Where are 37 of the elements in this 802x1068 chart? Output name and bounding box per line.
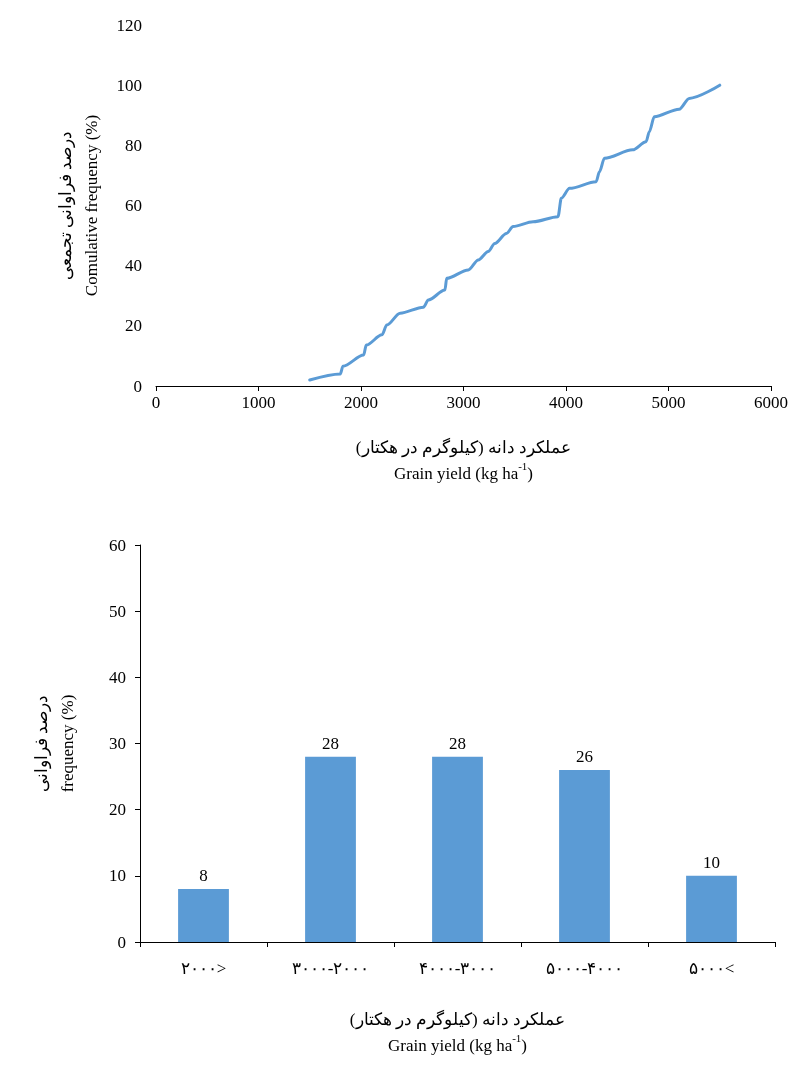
x-tick-label: ۲۰۰۰> [180, 959, 227, 978]
y-tick-label: 0 [133, 376, 142, 396]
bar [178, 889, 229, 942]
x-tick-label: ۳۰۰۰-۲۰۰۰ [291, 959, 370, 978]
line-series [308, 83, 722, 382]
x-tick-label: 2000 [344, 393, 378, 412]
y-tick-label: 30 [109, 734, 126, 753]
bar [432, 756, 483, 942]
x-tick-label: ۵۰۰۰< [688, 959, 735, 978]
x-tick-label: 4000 [549, 393, 583, 412]
x-tick-label: 1000 [241, 393, 276, 412]
y-tick-label: 40 [109, 667, 126, 687]
bar [559, 769, 610, 942]
y-tick-label: 20 [125, 316, 142, 336]
y-tick-label: 10 [109, 866, 126, 886]
y-tick-label: 100 [116, 75, 142, 95]
x-tick-label: 5000 [651, 393, 686, 412]
x-tick-label: 0 [151, 393, 161, 412]
data-label: 28 [449, 733, 466, 753]
x-tick-label: 6000 [754, 393, 788, 412]
y-tick-label: 80 [125, 135, 142, 155]
bar [686, 875, 737, 942]
x-tick-label: 3000 [446, 393, 481, 412]
data-label: 26 [576, 746, 593, 766]
x-tick-label: ۵۰۰۰-۴۰۰۰ [545, 959, 624, 978]
y-tick-label: 40 [125, 256, 142, 276]
x-tick-label: ۴۰۰۰-۳۰۰۰ [418, 959, 497, 978]
y-tick-label: 0 [117, 932, 126, 952]
data-label: 8 [199, 866, 208, 886]
bar [305, 756, 356, 942]
y-tick-label: 120 [116, 15, 142, 35]
data-label: 10 [703, 852, 720, 872]
y-tick-label: 60 [109, 535, 126, 555]
y-tick-label: 60 [125, 196, 142, 215]
y-tick-label: 50 [109, 601, 126, 621]
data-label: 28 [322, 733, 339, 753]
y-tick-label: 20 [109, 800, 126, 820]
